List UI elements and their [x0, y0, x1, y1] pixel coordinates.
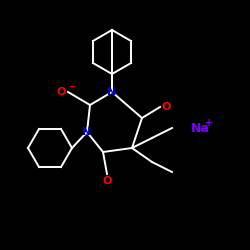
Text: Na: Na	[190, 122, 210, 134]
Text: O: O	[102, 176, 112, 186]
Text: +: +	[205, 118, 213, 128]
Text: O: O	[56, 87, 66, 97]
Text: N: N	[82, 127, 92, 137]
Text: O: O	[162, 102, 172, 112]
Text: −: −	[68, 82, 75, 92]
Text: N: N	[108, 87, 116, 97]
